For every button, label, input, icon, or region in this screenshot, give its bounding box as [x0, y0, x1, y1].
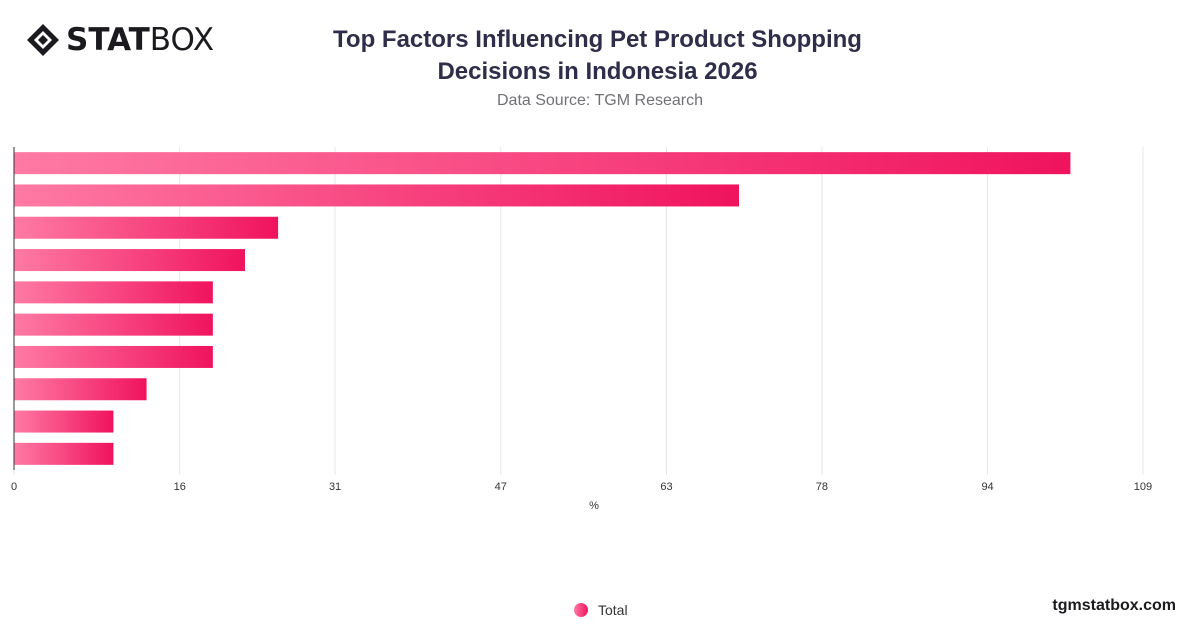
x-tick-label: 31 [329, 481, 341, 493]
bar-4[interactable] [14, 249, 245, 272]
x-tick-label: 109 [1134, 481, 1152, 493]
x-axis-ticks: 0 16 31 47 63 78 94 109 [11, 470, 1152, 493]
logo-bold-text: STAT [66, 22, 150, 58]
bar-9[interactable] [14, 410, 114, 433]
x-tick-label: 47 [495, 481, 507, 493]
statbox-logo: STATBOX [26, 22, 214, 58]
legend-marker-total [574, 603, 588, 617]
logo-light-text: BOX [149, 22, 215, 58]
bars [14, 152, 1071, 465]
bar-8[interactable] [14, 378, 147, 401]
website-link[interactable]: tgmstatbox.com [1052, 597, 1176, 614]
bar-10[interactable] [14, 442, 114, 465]
x-axis-label: % [589, 500, 599, 512]
x-tick-label: 0 [11, 481, 17, 493]
bar-2[interactable] [14, 184, 739, 207]
x-tick-label: 78 [816, 481, 828, 493]
bar-5[interactable] [14, 281, 213, 304]
chart-title-line-2: Decisions in Indonesia 2026 [437, 58, 758, 85]
x-tick-label: 94 [981, 481, 993, 493]
x-tick-label: 63 [660, 481, 672, 493]
legend-label-total: Total [598, 602, 628, 618]
bar-3[interactable] [14, 216, 279, 239]
legend[interactable]: Total [574, 602, 628, 618]
data-source: Data Source: TGM Research [496, 92, 703, 109]
chart-title-line-1: Top Factors Influencing Pet Product Shop… [333, 26, 862, 53]
bar-6[interactable] [14, 313, 213, 336]
x-tick-label: 16 [174, 481, 186, 493]
bar-7[interactable] [14, 345, 213, 368]
logo-wordmark: STATBOX [66, 22, 214, 58]
bar-1[interactable] [14, 152, 1071, 175]
diamond-logo-icon [27, 24, 59, 56]
chart-title: Top Factors Influencing Pet Product Shop… [0, 24, 1195, 88]
